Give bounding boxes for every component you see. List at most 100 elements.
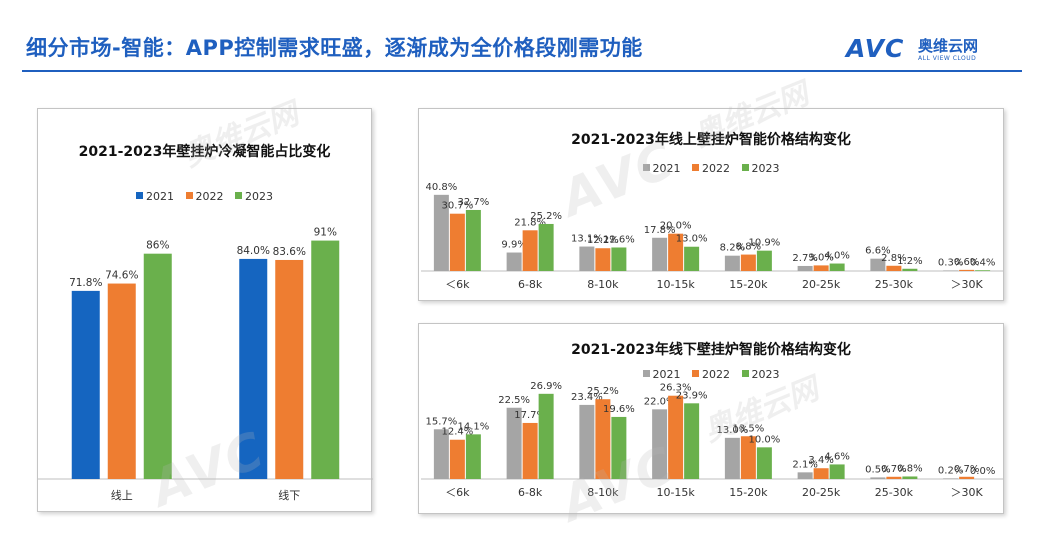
x-tick-label: 10-15k bbox=[656, 278, 695, 291]
data-label: 25.2% bbox=[587, 386, 619, 397]
chart-title: 2021-2023年线下壁挂炉智能价格结构变化 bbox=[571, 342, 851, 358]
bar-2021-5 bbox=[797, 265, 813, 271]
bar-2022-7 bbox=[959, 269, 975, 271]
data-label: 21.8% bbox=[514, 217, 546, 228]
x-tick-label: 15-20k bbox=[729, 486, 768, 499]
bar-2021-7 bbox=[943, 478, 959, 479]
chart-plot-online-price: 40.8% 30.7%32.7% ＜6k 9.9% 21.8%25.2% 6-8k 13.1… bbox=[421, 182, 1003, 291]
data-label: 6.6% bbox=[865, 246, 890, 257]
legend-swatch bbox=[741, 370, 749, 377]
data-label: 20.0% bbox=[660, 221, 692, 232]
bar-2021-2 bbox=[579, 404, 595, 479]
legend-swatch bbox=[185, 192, 193, 199]
chart-panel-smart-share: 2021-2023年壁挂炉冷凝智能占比变化 2021 2022 2023 71.… bbox=[37, 108, 373, 512]
data-label: 2.7% bbox=[792, 253, 817, 264]
bar-2022-4 bbox=[740, 436, 756, 479]
legend-swatch bbox=[136, 192, 143, 199]
bar-2023-5 bbox=[829, 263, 845, 271]
bar-2022-5 bbox=[813, 265, 829, 271]
legend-item-2022: 2022 bbox=[185, 190, 224, 203]
bar-2021-4 bbox=[724, 437, 740, 479]
logo-mark: AVC bbox=[846, 34, 905, 63]
bar-2022-6 bbox=[886, 265, 902, 271]
x-tick-label: 20-25k bbox=[802, 278, 841, 291]
data-label: 1.2% bbox=[897, 256, 922, 267]
bar-2022-0 bbox=[449, 439, 465, 479]
bar-2022-1 bbox=[522, 422, 538, 479]
bar-2021-0 bbox=[71, 290, 100, 479]
x-tick-label: 线上 bbox=[111, 488, 133, 502]
bar-2022-2 bbox=[595, 248, 611, 271]
title-divider bbox=[22, 70, 1022, 72]
data-label: 23.9% bbox=[676, 390, 708, 401]
bar-2023-6 bbox=[902, 268, 918, 271]
data-label: 3.0% bbox=[808, 252, 833, 263]
bar-2023-6 bbox=[902, 476, 918, 479]
legend-label: 2023 bbox=[751, 162, 780, 175]
bar-2021-3 bbox=[652, 237, 668, 271]
bar-2021-0 bbox=[433, 429, 449, 479]
bar-2021-5 bbox=[797, 472, 813, 479]
data-label: 13.0% bbox=[676, 234, 708, 245]
bar-2021-6 bbox=[870, 258, 886, 271]
legend-item-2022: 2022 bbox=[692, 162, 730, 175]
bar-2022-0 bbox=[449, 213, 465, 271]
data-label: 8.2% bbox=[720, 243, 745, 254]
bar-2022-1 bbox=[275, 259, 304, 479]
bar-2023-7 bbox=[975, 270, 991, 271]
legend-item-2023: 2023 bbox=[741, 368, 780, 381]
data-label: 0.6% bbox=[954, 257, 979, 268]
legend-label: 2022 bbox=[702, 368, 730, 381]
legend-item-2023: 2023 bbox=[741, 162, 780, 175]
data-label: 3.4% bbox=[808, 455, 833, 466]
legend-label: 2021 bbox=[652, 162, 681, 175]
x-tick-label: 20-25k bbox=[802, 486, 841, 499]
bar-2021-0 bbox=[433, 194, 449, 271]
data-label: 13.5% bbox=[732, 423, 764, 434]
data-label: 0.7% bbox=[954, 464, 979, 475]
x-tick-label: 8-10k bbox=[587, 486, 619, 499]
bar-2023-1 bbox=[538, 223, 554, 271]
legend-swatch bbox=[741, 164, 749, 171]
x-tick-label: 10-15k bbox=[656, 486, 695, 499]
chart-plot-offline-price: 15.7%12.4%14.1% ＜6k 22.5% 17.7% 26.9% 6-8k 23.… bbox=[421, 381, 1003, 499]
data-label: 25.2% bbox=[530, 211, 562, 222]
data-label: 74.6% bbox=[105, 270, 138, 282]
data-label: 30.7% bbox=[441, 201, 473, 212]
data-label: 22.0% bbox=[644, 396, 676, 407]
legend-item-2023: 2023 bbox=[235, 190, 273, 203]
data-label: 0.2% bbox=[938, 465, 963, 476]
brand-logo: AVC 奥维云网 ALL VIEW CLOUD bbox=[846, 34, 1006, 66]
legend-item-2021: 2021 bbox=[642, 162, 681, 175]
data-label: 91% bbox=[314, 227, 337, 239]
data-label: 0.4% bbox=[970, 257, 995, 268]
bar-2021-1 bbox=[239, 258, 268, 479]
data-label: 32.7% bbox=[457, 197, 489, 208]
logo-name-cn: 奥维云网 bbox=[918, 37, 979, 55]
bar-2023-4 bbox=[756, 250, 772, 271]
data-label: 2.1% bbox=[792, 459, 817, 470]
data-label: 14.1% bbox=[457, 421, 489, 432]
data-label: 12.2% bbox=[587, 235, 619, 246]
data-label: 0.0% bbox=[970, 466, 995, 477]
bar-2022-0 bbox=[107, 283, 136, 479]
chart-legend: 2021 2022 2023 bbox=[38, 190, 371, 203]
legend-swatch bbox=[692, 370, 699, 377]
legend-item-2021: 2021 bbox=[136, 190, 174, 203]
chart-title: 2021-2023年线上壁挂炉智能价格结构变化 bbox=[571, 132, 851, 148]
data-label: 0.3% bbox=[938, 257, 963, 268]
x-tick-label: 25-30k bbox=[875, 486, 914, 499]
bar-2023-0 bbox=[143, 253, 172, 479]
x-tick-label: 线下 bbox=[278, 488, 300, 502]
data-label: 84.0% bbox=[237, 245, 270, 257]
bar-2023-0 bbox=[465, 209, 481, 271]
legend-swatch bbox=[642, 164, 650, 171]
data-label: 26.9% bbox=[530, 381, 562, 392]
x-tick-label: ＜6k bbox=[445, 486, 470, 499]
x-tick-label: 6-8k bbox=[518, 486, 543, 499]
chart-panel-offline-price: 2021-2023年线下壁挂炉智能价格结构变化 2021 2022 2023 1… bbox=[418, 323, 1004, 514]
data-label: 10.9% bbox=[748, 238, 780, 249]
bar-2022-7 bbox=[959, 476, 975, 479]
data-label: 26.3% bbox=[660, 383, 692, 394]
data-label: 13.0% bbox=[716, 425, 748, 436]
